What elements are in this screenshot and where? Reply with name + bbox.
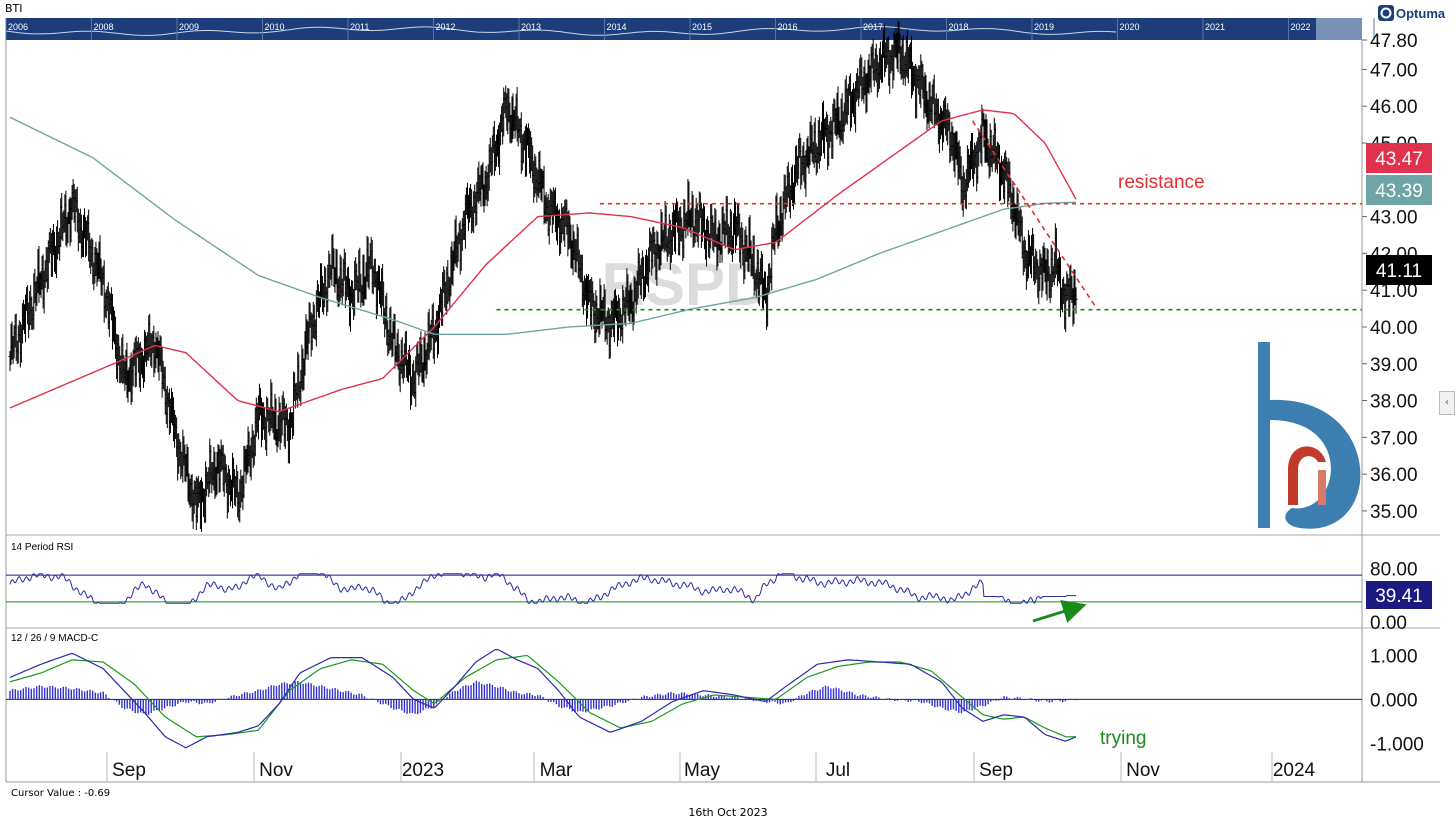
price-tick-label: 41.00	[1370, 281, 1418, 302]
overview-year: 2009	[179, 22, 199, 32]
overview-year: 2011	[350, 22, 369, 32]
macd-line	[9, 648, 1077, 749]
macd-signal-line	[9, 654, 1076, 738]
macd-annotation-label: trying	[1100, 728, 1146, 749]
overview-year: 2006	[8, 22, 28, 32]
price-tick-label: 47.80	[1370, 31, 1418, 52]
x-tick-label: May	[684, 760, 720, 781]
overview-year: 2013	[521, 22, 541, 32]
x-tick-label: 2024	[1273, 760, 1316, 781]
macd-histogram	[9, 680, 1077, 715]
overview-year: 2021	[1205, 22, 1225, 32]
rsi-arrow	[1032, 599, 1087, 623]
overview-year: 2010	[265, 22, 285, 32]
overview-year: 2022	[1291, 22, 1311, 32]
macd-title: 12 / 26 / 9 MACD-C	[11, 633, 98, 644]
price-tick-label: 39.00	[1370, 355, 1418, 376]
overview-year: 2023	[1376, 22, 1396, 32]
price-tick-label: 43.00	[1370, 208, 1418, 229]
brand-label: Optuma	[1396, 6, 1446, 21]
collapse-panel-button[interactable]: ‹	[1439, 391, 1455, 415]
rsi-tick-label: 80.00	[1370, 559, 1418, 580]
long-ma-line	[9, 116, 1077, 335]
x-tick-label: Sep	[112, 760, 146, 781]
x-tick-label: 2023	[402, 760, 444, 781]
price-tick-label: 47.00	[1370, 60, 1418, 81]
overview-year: 2018	[949, 22, 969, 32]
price-badge	[1366, 143, 1432, 173]
price-tick-label: 35.00	[1370, 502, 1418, 523]
short-ma-line	[9, 109, 1077, 413]
rsi-line	[9, 573, 1076, 604]
overview-strip	[6, 18, 1362, 40]
overview-year: 2016	[778, 22, 798, 32]
price-tick-label: 40.00	[1370, 318, 1418, 339]
price-badge-label: 41.11	[1376, 261, 1422, 282]
macd-tick-label: -1.000	[1370, 734, 1424, 755]
macd-tick-label: 0.000	[1370, 690, 1418, 711]
overview-year: 2008	[94, 22, 114, 32]
logo-stem	[1258, 342, 1270, 528]
logo-r-leg	[1318, 470, 1326, 505]
price-badge-label: 43.47	[1375, 149, 1423, 170]
price-tick-label: 38.00	[1370, 392, 1418, 413]
optuma-logo: Optuma	[1378, 5, 1446, 21]
cursor-value: Cursor Value : -0.69	[11, 788, 111, 799]
price-tick-label: 37.00	[1370, 428, 1418, 449]
overview-year: 2020	[1120, 22, 1140, 32]
overview-year: 2014	[607, 22, 627, 32]
x-tick-label: Jul	[826, 760, 850, 781]
logo-r	[1288, 446, 1326, 505]
rsi-badge-label: 39.41	[1375, 586, 1423, 607]
x-tick-label: Sep	[979, 760, 1013, 781]
footer-date: 16th Oct 2023	[688, 806, 768, 819]
price-tick-label: 46.00	[1370, 97, 1418, 118]
rsi-badge	[1366, 581, 1432, 609]
price-bars	[8, 20, 1078, 532]
x-tick-label: Nov	[259, 760, 293, 781]
overview-year: 2017	[863, 22, 883, 32]
x-tick-label: Mar	[540, 760, 573, 781]
overview-trace	[5, 25, 1117, 36]
x-tick-label: Nov	[1126, 760, 1160, 781]
logo-bowl	[1270, 399, 1361, 529]
overview-window	[1316, 18, 1362, 40]
price-badge-label: 43.39	[1375, 181, 1423, 202]
overview-year: 2012	[436, 22, 456, 32]
rsi-title: 14 Period RSI	[11, 542, 73, 553]
price-badge	[1366, 175, 1432, 205]
overview-year: 2019	[1034, 22, 1054, 32]
rsi-tick-label: 0.00	[1370, 613, 1407, 634]
macd-tick-label: 1.000	[1370, 646, 1418, 667]
ticker-label: BTI	[5, 2, 23, 15]
downtrend-line	[971, 120, 1098, 310]
overview-year: 2015	[692, 22, 712, 32]
resistance-label: resistance	[1118, 172, 1205, 193]
price-badge	[1366, 255, 1432, 285]
price-tick-label: 36.00	[1370, 465, 1418, 486]
